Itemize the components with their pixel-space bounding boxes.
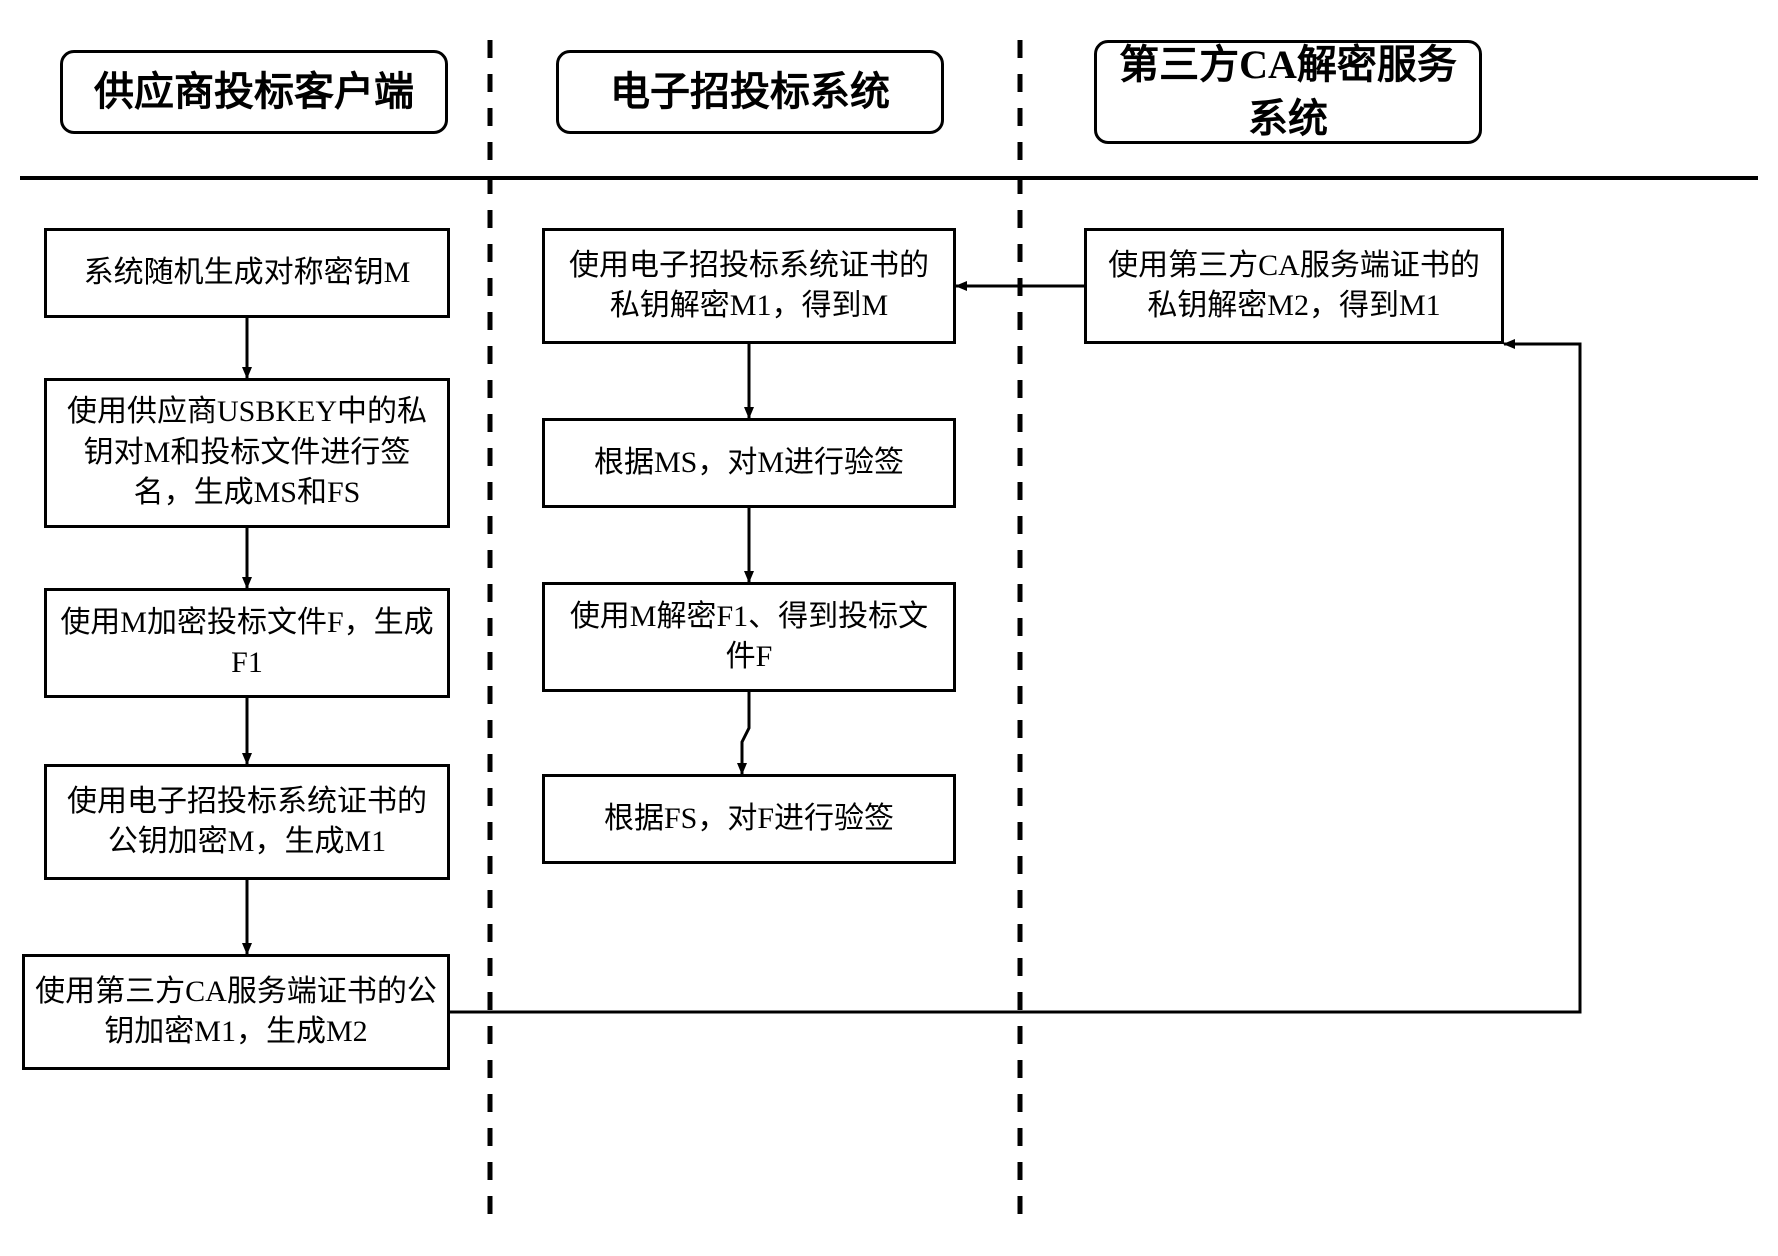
flow-node-label: 使用M加密投标文件F，生成F1 — [57, 603, 437, 684]
lane-header-label: 第三方CA解密服务系统 — [1107, 38, 1469, 146]
lane-header-hdr-ca: 第三方CA解密服务系统 — [1094, 40, 1482, 144]
flow-node-label: 使用第三方CA服务端证书的私钥解密M2，得到M1 — [1097, 246, 1491, 327]
flow-node-label: 使用第三方CA服务端证书的公钥加密M1，生成M2 — [35, 972, 437, 1053]
lane-header-hdr-system: 电子招投标系统 — [556, 50, 944, 134]
edge-e-m3-m4 — [742, 692, 749, 774]
lane-header-hdr-supplier: 供应商投标客户端 — [60, 50, 448, 134]
flow-node-label: 使用电子招投标系统证书的公钥加密M，生成M1 — [57, 782, 437, 863]
flow-node-label: 系统随机生成对称密钥M — [84, 253, 411, 294]
diagram-canvas: 供应商投标客户端 电子招投标系统 第三方CA解密服务系统系统随机生成对称密钥M 使用供… — [0, 0, 1778, 1256]
flow-node-s3: 使用M加密投标文件F，生成F1 — [44, 588, 450, 698]
flow-node-label: 根据FS，对F进行验签 — [604, 799, 894, 840]
flow-node-s1: 系统随机生成对称密钥M — [44, 228, 450, 318]
flow-node-m4: 根据FS，对F进行验签 — [542, 774, 956, 864]
flow-node-m2: 根据MS，对M进行验签 — [542, 418, 956, 508]
flow-node-c1: 使用第三方CA服务端证书的私钥解密M2，得到M1 — [1084, 228, 1504, 344]
flow-node-m3: 使用M解密F1、得到投标文件F — [542, 582, 956, 692]
lane-header-label: 供应商投标客户端 — [94, 65, 414, 119]
flow-node-s2: 使用供应商USBKEY中的私钥对M和投标文件进行签名，生成MS和FS — [44, 378, 450, 528]
flow-node-m1: 使用电子招投标系统证书的私钥解密M1，得到M — [542, 228, 956, 344]
flow-node-label: 使用供应商USBKEY中的私钥对M和投标文件进行签名，生成MS和FS — [57, 392, 437, 514]
flow-node-label: 使用M解密F1、得到投标文件F — [555, 597, 943, 678]
flow-node-s5: 使用第三方CA服务端证书的公钥加密M1，生成M2 — [22, 954, 450, 1070]
lane-header-label: 电子招投标系统 — [610, 65, 890, 119]
flow-node-label: 使用电子招投标系统证书的私钥解密M1，得到M — [555, 246, 943, 327]
flow-node-s4: 使用电子招投标系统证书的公钥加密M，生成M1 — [44, 764, 450, 880]
flow-node-label: 根据MS，对M进行验签 — [594, 443, 904, 484]
